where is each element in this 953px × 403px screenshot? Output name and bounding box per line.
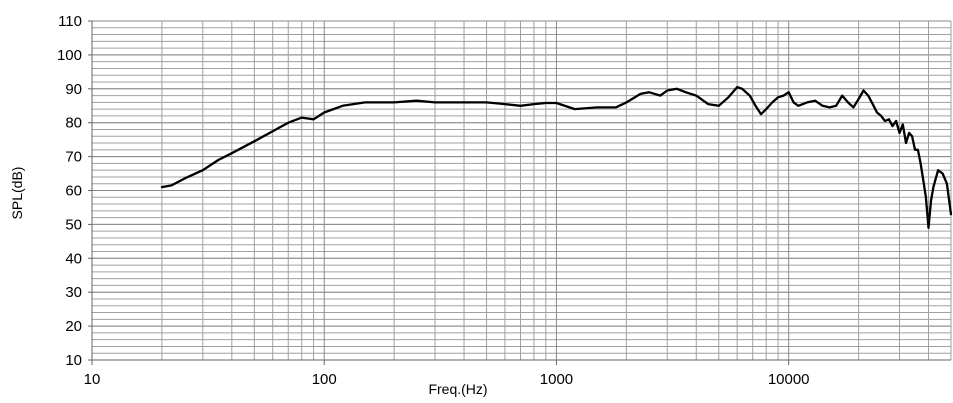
x-tick-label: 100: [312, 371, 337, 388]
plot-frame: [88, 20, 951, 365]
y-tick-label: 30: [65, 284, 82, 301]
x-tick-labels: 10 100 1000 10000: [84, 371, 810, 388]
y-tick-label: 80: [65, 115, 82, 132]
y-tick-label: 90: [65, 81, 82, 98]
x-tick-label: 10: [84, 371, 101, 388]
y-tick-label: 70: [65, 149, 82, 166]
x-axis-label: Freq.(Hz): [428, 381, 487, 397]
y-tick-labels: 10 20 30 40 50 60 70 80 90 100 110: [57, 13, 82, 369]
y-tick-label: 110: [58, 13, 82, 30]
y-tick-label: 40: [65, 250, 82, 267]
x-tick-label: 10000: [768, 371, 810, 388]
y-tick-label: 50: [65, 216, 82, 233]
y-tick-label: 100: [57, 47, 82, 64]
series-layer: [160, 85, 953, 229]
spl-response-line: [160, 85, 953, 229]
y-tick-label: 60: [65, 183, 82, 200]
x-tick-label: 1000: [540, 371, 573, 388]
grid: [91, 20, 952, 361]
y-axis-label: SPL(dB): [9, 167, 25, 220]
y-tick-label: 10: [65, 352, 82, 369]
y-tick-label: 20: [65, 318, 82, 335]
